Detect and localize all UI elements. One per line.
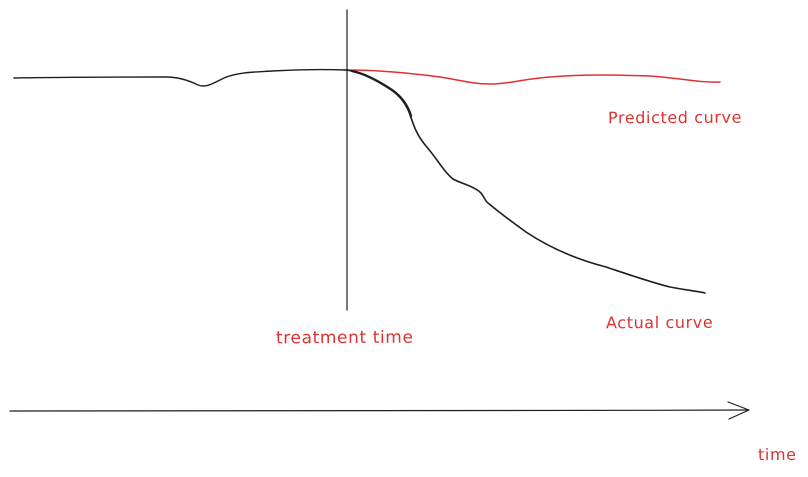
time-axis-arrowhead xyxy=(727,401,750,420)
actual-curve-emphasis xyxy=(350,69,413,118)
actual-curve-label: Actual curve xyxy=(605,312,714,333)
predicted-curve-label: Predicted curve xyxy=(607,107,743,128)
treatment-time-label: treatment time xyxy=(275,327,414,349)
pre-treatment-curve xyxy=(13,68,347,87)
time-axis-label: time xyxy=(757,444,797,465)
time-axis-arrow xyxy=(9,409,749,412)
actual-curve xyxy=(345,69,706,294)
predicted-curve xyxy=(345,69,721,85)
